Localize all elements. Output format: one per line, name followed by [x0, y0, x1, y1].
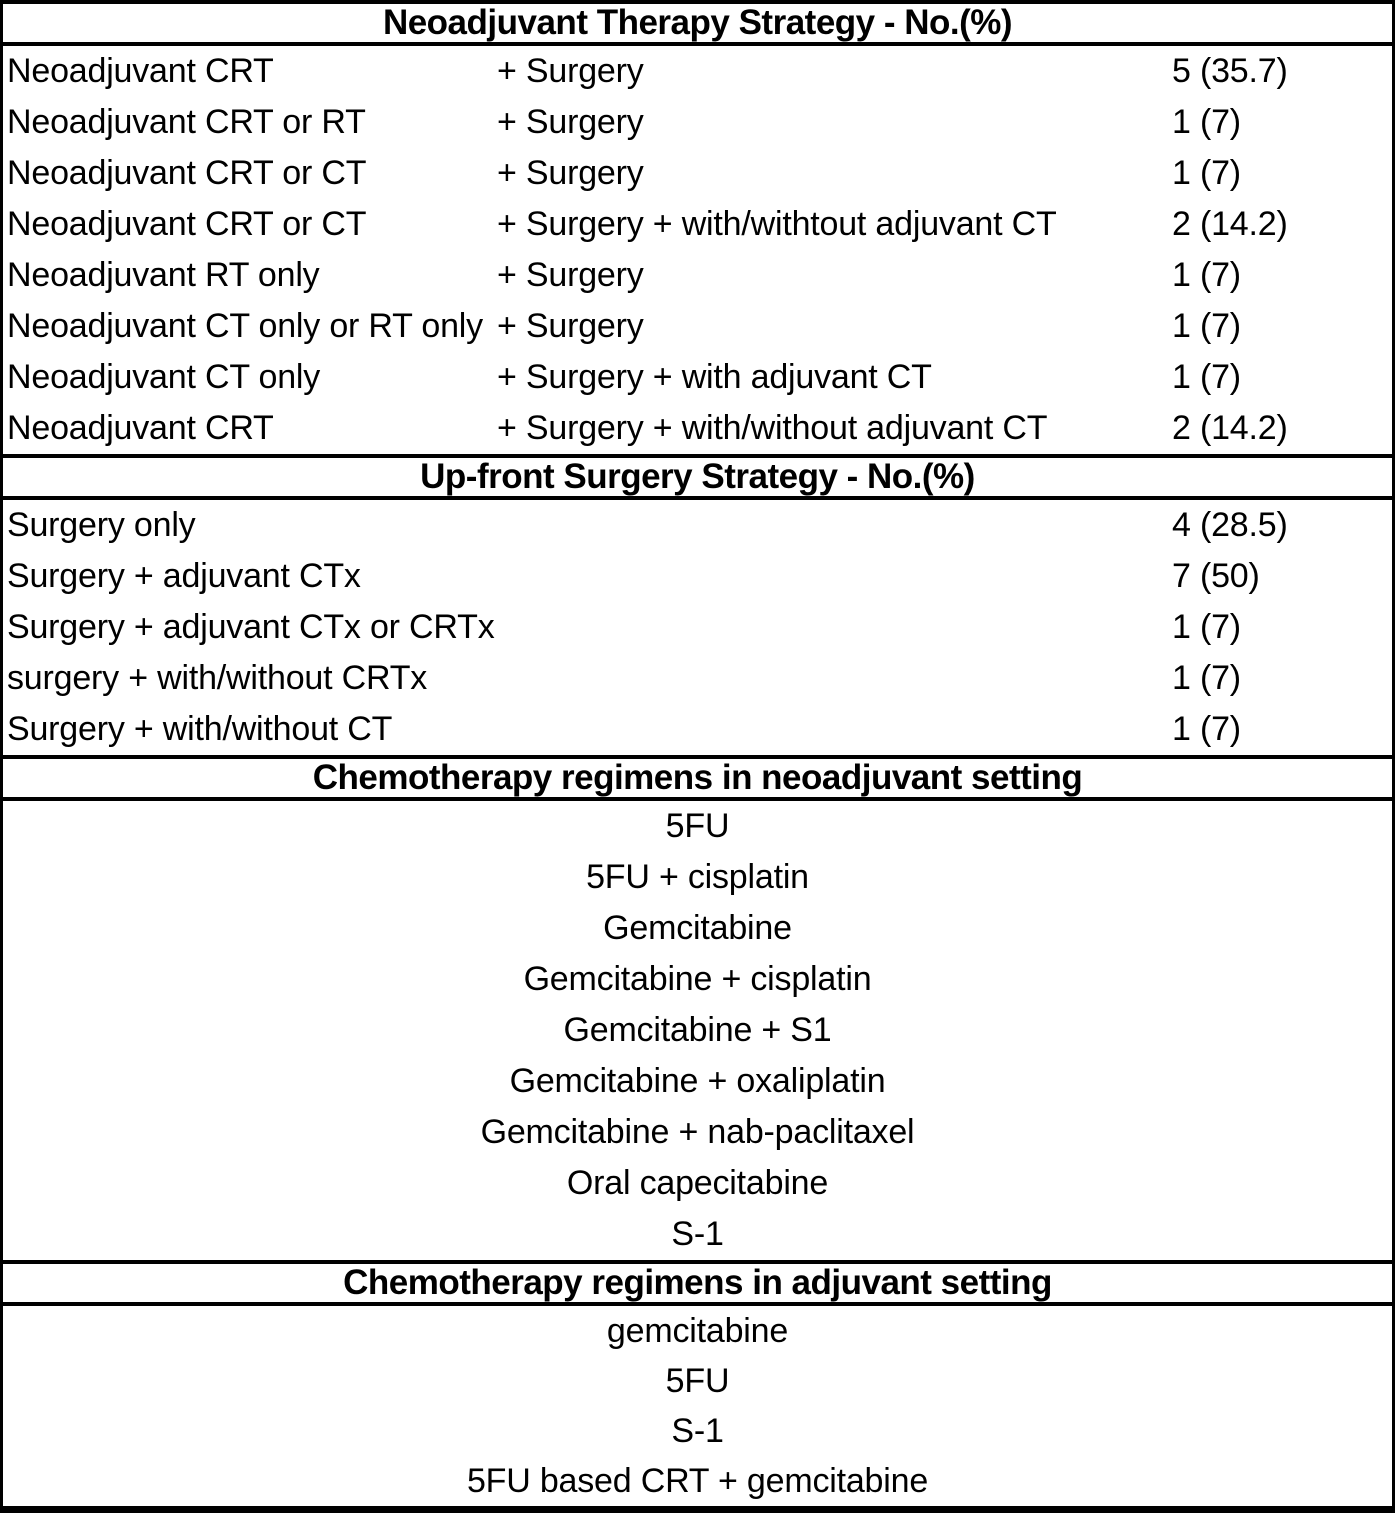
- table-row: Gemcitabine + nab-paclitaxel: [3, 1107, 1392, 1158]
- treatment-cell: + Surgery: [497, 52, 644, 90]
- strategy-cell: Neoadjuvant CRT: [7, 409, 274, 447]
- value-cell: 1 (7): [1172, 710, 1241, 748]
- regimen-cell: Gemcitabine + cisplatin: [523, 960, 872, 998]
- regimen-cell: 5FU: [665, 1361, 730, 1400]
- regimen-cell: Gemcitabine + nab-paclitaxel: [480, 1113, 915, 1151]
- table-row: Oral capecitabine: [3, 1158, 1392, 1209]
- treatment-cell: + Surgery + with adjuvant CT: [497, 358, 932, 396]
- table-row: Gemcitabine: [3, 903, 1392, 954]
- strategy-cell: Surgery only: [7, 506, 196, 544]
- treatment-cell: + Surgery: [497, 154, 644, 192]
- strategy-cell: Neoadjuvant CRT: [7, 52, 274, 90]
- regimen-cell: Oral capecitabine: [566, 1164, 829, 1202]
- strategy-cell: surgery + with/without CRTx: [7, 659, 428, 697]
- table-row: 5FU: [3, 801, 1392, 852]
- section-title: Neoadjuvant Therapy Strategy - No.(%): [382, 3, 1013, 42]
- table-row: Neoadjuvant CRT or RT + Surgery 1 (7): [3, 97, 1392, 148]
- value-cell: 5 (35.7): [1172, 52, 1288, 90]
- strategy-cell: Neoadjuvant CRT or RT: [7, 103, 366, 141]
- section-title: Chemotherapy regimens in neoadjuvant set…: [312, 758, 1083, 797]
- table-row: Neoadjuvant CRT or CT + Surgery + with/w…: [3, 199, 1392, 250]
- table-row: Neoadjuvant CT only + Surgery + with adj…: [3, 352, 1392, 403]
- strategy-cell: Neoadjuvant CT only or RT only: [7, 307, 483, 345]
- strategy-cell: Surgery + adjuvant CTx: [7, 557, 361, 595]
- section-header-neoadjuvant-therapy: Neoadjuvant Therapy Strategy - No.(%): [3, 4, 1392, 46]
- section-header-neoadjuvant-chemo: Chemotherapy regimens in neoadjuvant set…: [3, 755, 1392, 801]
- strategy-cell: Surgery + with/without CT: [7, 710, 393, 748]
- regimen-cell: Gemcitabine + S1: [563, 1011, 832, 1049]
- value-cell: 1 (7): [1172, 103, 1241, 141]
- regimen-cell: 5FU based CRT + gemcitabine: [466, 1461, 929, 1500]
- value-cell: 1 (7): [1172, 659, 1241, 697]
- regimen-cell: 5FU: [665, 807, 730, 845]
- strategy-cell: Surgery + adjuvant CTx or CRTx: [7, 608, 495, 646]
- strategy-cell: Neoadjuvant RT only: [7, 256, 320, 294]
- table-row: 5FU + cisplatin: [3, 852, 1392, 903]
- table-row: Gemcitabine + cisplatin: [3, 954, 1392, 1005]
- table-row: surgery + with/without CRTx 1 (7): [3, 653, 1392, 704]
- table-row: Surgery + with/without CT 1 (7): [3, 704, 1392, 755]
- value-cell: 1 (7): [1172, 307, 1241, 345]
- table-row: S-1: [3, 1406, 1392, 1456]
- table-row: Surgery + adjuvant CTx 7 (50): [3, 551, 1392, 602]
- regimen-cell: 5FU + cisplatin: [586, 858, 809, 896]
- value-cell: 7 (50): [1172, 557, 1260, 595]
- regimen-cell: gemcitabine: [606, 1311, 789, 1350]
- treatment-cell: + Surgery: [497, 307, 644, 345]
- value-cell: 1 (7): [1172, 256, 1241, 294]
- table-row: Gemcitabine + oxaliplatin: [3, 1056, 1392, 1107]
- table-row: Neoadjuvant CRT + Surgery 5 (35.7): [3, 46, 1392, 97]
- table-row: Surgery only 4 (28.5): [3, 500, 1392, 551]
- value-cell: 1 (7): [1172, 358, 1241, 396]
- table-row: Neoadjuvant CT only or RT only + Surgery…: [3, 301, 1392, 352]
- table-row: Neoadjuvant RT only + Surgery 1 (7): [3, 250, 1392, 301]
- table-row: 5FU based CRT + gemcitabine: [3, 1456, 1392, 1506]
- regimen-cell: Gemcitabine + oxaliplatin: [509, 1062, 886, 1100]
- table-row: Neoadjuvant CRT + Surgery + with/without…: [3, 403, 1392, 454]
- value-cell: 1 (7): [1172, 608, 1241, 646]
- strategy-cell: Neoadjuvant CT only: [7, 358, 321, 396]
- regimen-cell: S-1: [671, 1411, 724, 1450]
- value-cell: 2 (14.2): [1172, 409, 1288, 447]
- section-header-upfront-surgery: Up-front Surgery Strategy - No.(%): [3, 454, 1392, 500]
- table-row: S-1: [3, 1209, 1392, 1260]
- section-title: Up-front Surgery Strategy - No.(%): [420, 457, 975, 496]
- regimen-cell: S-1: [671, 1215, 724, 1253]
- table-row: Gemcitabine + S1: [3, 1005, 1392, 1056]
- treatment-cell: + Surgery + with/without adjuvant CT: [497, 409, 1048, 447]
- treatment-cell: + Surgery + with/withtout adjuvant CT: [497, 205, 1057, 243]
- treatment-cell: + Surgery: [497, 103, 644, 141]
- section-header-adjuvant-chemo: Chemotherapy regimens in adjuvant settin…: [3, 1260, 1392, 1306]
- value-cell: 4 (28.5): [1172, 506, 1288, 544]
- table-row: 5FU: [3, 1356, 1392, 1406]
- value-cell: 1 (7): [1172, 154, 1241, 192]
- strategy-cell: Neoadjuvant CRT or CT: [7, 205, 367, 243]
- table-row: Surgery + adjuvant CTx or CRTx 1 (7): [3, 602, 1392, 653]
- value-cell: 2 (14.2): [1172, 205, 1288, 243]
- section-title: Chemotherapy regimens in adjuvant settin…: [343, 1263, 1052, 1302]
- regimen-cell: Gemcitabine: [603, 909, 792, 947]
- strategy-cell: Neoadjuvant CRT or CT: [7, 154, 367, 192]
- table-row: gemcitabine: [3, 1306, 1392, 1356]
- treatment-cell: + Surgery: [497, 256, 644, 294]
- table-row: Neoadjuvant CRT or CT + Surgery 1 (7): [3, 148, 1392, 199]
